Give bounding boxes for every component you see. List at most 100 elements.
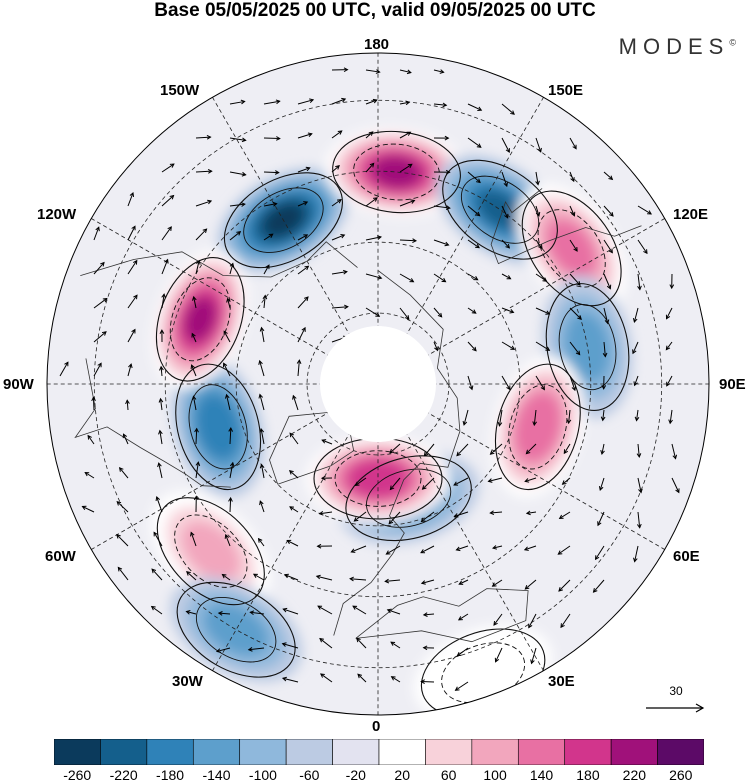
wind-vector-head — [221, 573, 227, 579]
wind-vector — [320, 673, 333, 683]
wind-vector — [263, 295, 266, 309]
wind-vector-head — [303, 234, 309, 239]
wind-vector — [456, 443, 469, 456]
wind-vector — [535, 205, 540, 217]
wind-vector — [161, 163, 175, 173]
colorbar-cell — [54, 739, 101, 765]
wind-vector-head — [524, 585, 530, 590]
wind-vector — [259, 500, 265, 513]
wind-vector — [433, 341, 439, 351]
wind-vector-head — [637, 285, 642, 291]
wind-vector-head — [420, 517, 426, 523]
wind-vector-head — [510, 110, 515, 115]
wind-vector-head — [91, 396, 96, 402]
wind-vector-head — [420, 580, 426, 585]
wind-vector-head — [354, 481, 360, 487]
wind-vector-head — [118, 467, 124, 472]
wind-vector — [365, 163, 375, 173]
brand-logo: MODES© — [619, 34, 736, 60]
wind-vector — [289, 432, 299, 445]
wind-vector — [568, 409, 571, 424]
wind-vector — [350, 578, 367, 581]
colorbar-cell — [285, 739, 333, 765]
wind-vector-head — [241, 171, 247, 177]
wind-vector — [195, 170, 212, 173]
wind-vector-head — [369, 162, 375, 168]
wind-vector — [501, 171, 508, 187]
wind-vector — [263, 264, 270, 275]
wind-vector — [637, 239, 648, 254]
wind-vector-head — [357, 673, 363, 679]
wind-vector-head — [224, 393, 230, 399]
wind-vector — [260, 428, 265, 445]
wind-vector-head — [116, 533, 121, 539]
coastline — [333, 270, 461, 636]
wind-vector-head — [525, 510, 531, 516]
anomaly-contour — [564, 311, 611, 383]
wind-vector — [603, 205, 614, 217]
wind-vector — [319, 511, 333, 515]
wind-vector-head — [207, 199, 213, 205]
wind-vector — [292, 395, 299, 411]
height-contour — [353, 143, 440, 201]
wind-vector-head — [437, 312, 443, 318]
anomaly-contour — [477, 189, 523, 230]
colorbar-label: 260 — [669, 767, 693, 783]
wind-vector — [524, 545, 537, 551]
reference-vector-arrow — [646, 703, 705, 713]
wind-vector-head — [561, 480, 567, 485]
wind-vector-head — [386, 608, 392, 614]
wind-vector — [195, 200, 212, 207]
wind-vector-head — [491, 582, 497, 587]
colorbar-cell — [192, 739, 241, 765]
height-contour — [494, 363, 581, 491]
wind-vector-head — [377, 235, 382, 240]
wind-vector — [127, 260, 138, 275]
wind-vector-head — [444, 241, 450, 247]
wind-vector-head — [321, 439, 327, 444]
wind-vector — [229, 231, 241, 241]
wind-vector — [501, 137, 510, 153]
wind-vector-head — [296, 359, 302, 365]
wind-vector — [490, 443, 503, 455]
wind-vector — [535, 273, 547, 282]
height-contour — [156, 497, 265, 606]
colorbar-label: 100 — [483, 767, 507, 783]
wind-vector-head — [304, 265, 310, 271]
contour-lines — [155, 130, 630, 715]
wind-vector — [117, 567, 129, 581]
wind-vector-head — [420, 549, 426, 554]
wind-vector-head — [247, 647, 253, 652]
wind-vector — [297, 167, 310, 173]
wind-vector-head — [193, 495, 199, 501]
wind-vector-head — [64, 361, 69, 367]
wind-vector-head — [506, 275, 512, 280]
wind-vector — [632, 341, 639, 354]
colorbar-label: -20 — [345, 767, 366, 783]
wind-vector-head — [665, 345, 671, 351]
wind-vector-head — [131, 328, 136, 334]
wind-vector — [93, 331, 107, 343]
wind-vector — [633, 307, 639, 323]
colorbar-cell — [239, 739, 287, 765]
wind-vector — [399, 163, 413, 173]
wind-vector — [127, 329, 136, 343]
wind-vector-head — [523, 546, 529, 551]
wind-vector-head — [444, 135, 450, 141]
wind-vector — [599, 477, 605, 491]
wind-vector — [190, 532, 197, 547]
wind-vector-head — [412, 238, 418, 243]
wind-vector-head — [598, 486, 604, 492]
wind-vector-head — [301, 326, 306, 332]
wind-vector-head — [259, 326, 265, 332]
wind-vector-head — [155, 495, 161, 501]
wind-vector — [259, 394, 265, 411]
wind-vector-head — [643, 249, 648, 255]
height-contour — [365, 468, 452, 528]
wind-vector — [637, 205, 652, 215]
wind-vector-head — [665, 314, 671, 320]
wind-vector — [501, 375, 511, 390]
wind-vector-head — [506, 385, 511, 391]
wind-vector-head — [439, 69, 445, 74]
wind-vector — [161, 259, 169, 275]
